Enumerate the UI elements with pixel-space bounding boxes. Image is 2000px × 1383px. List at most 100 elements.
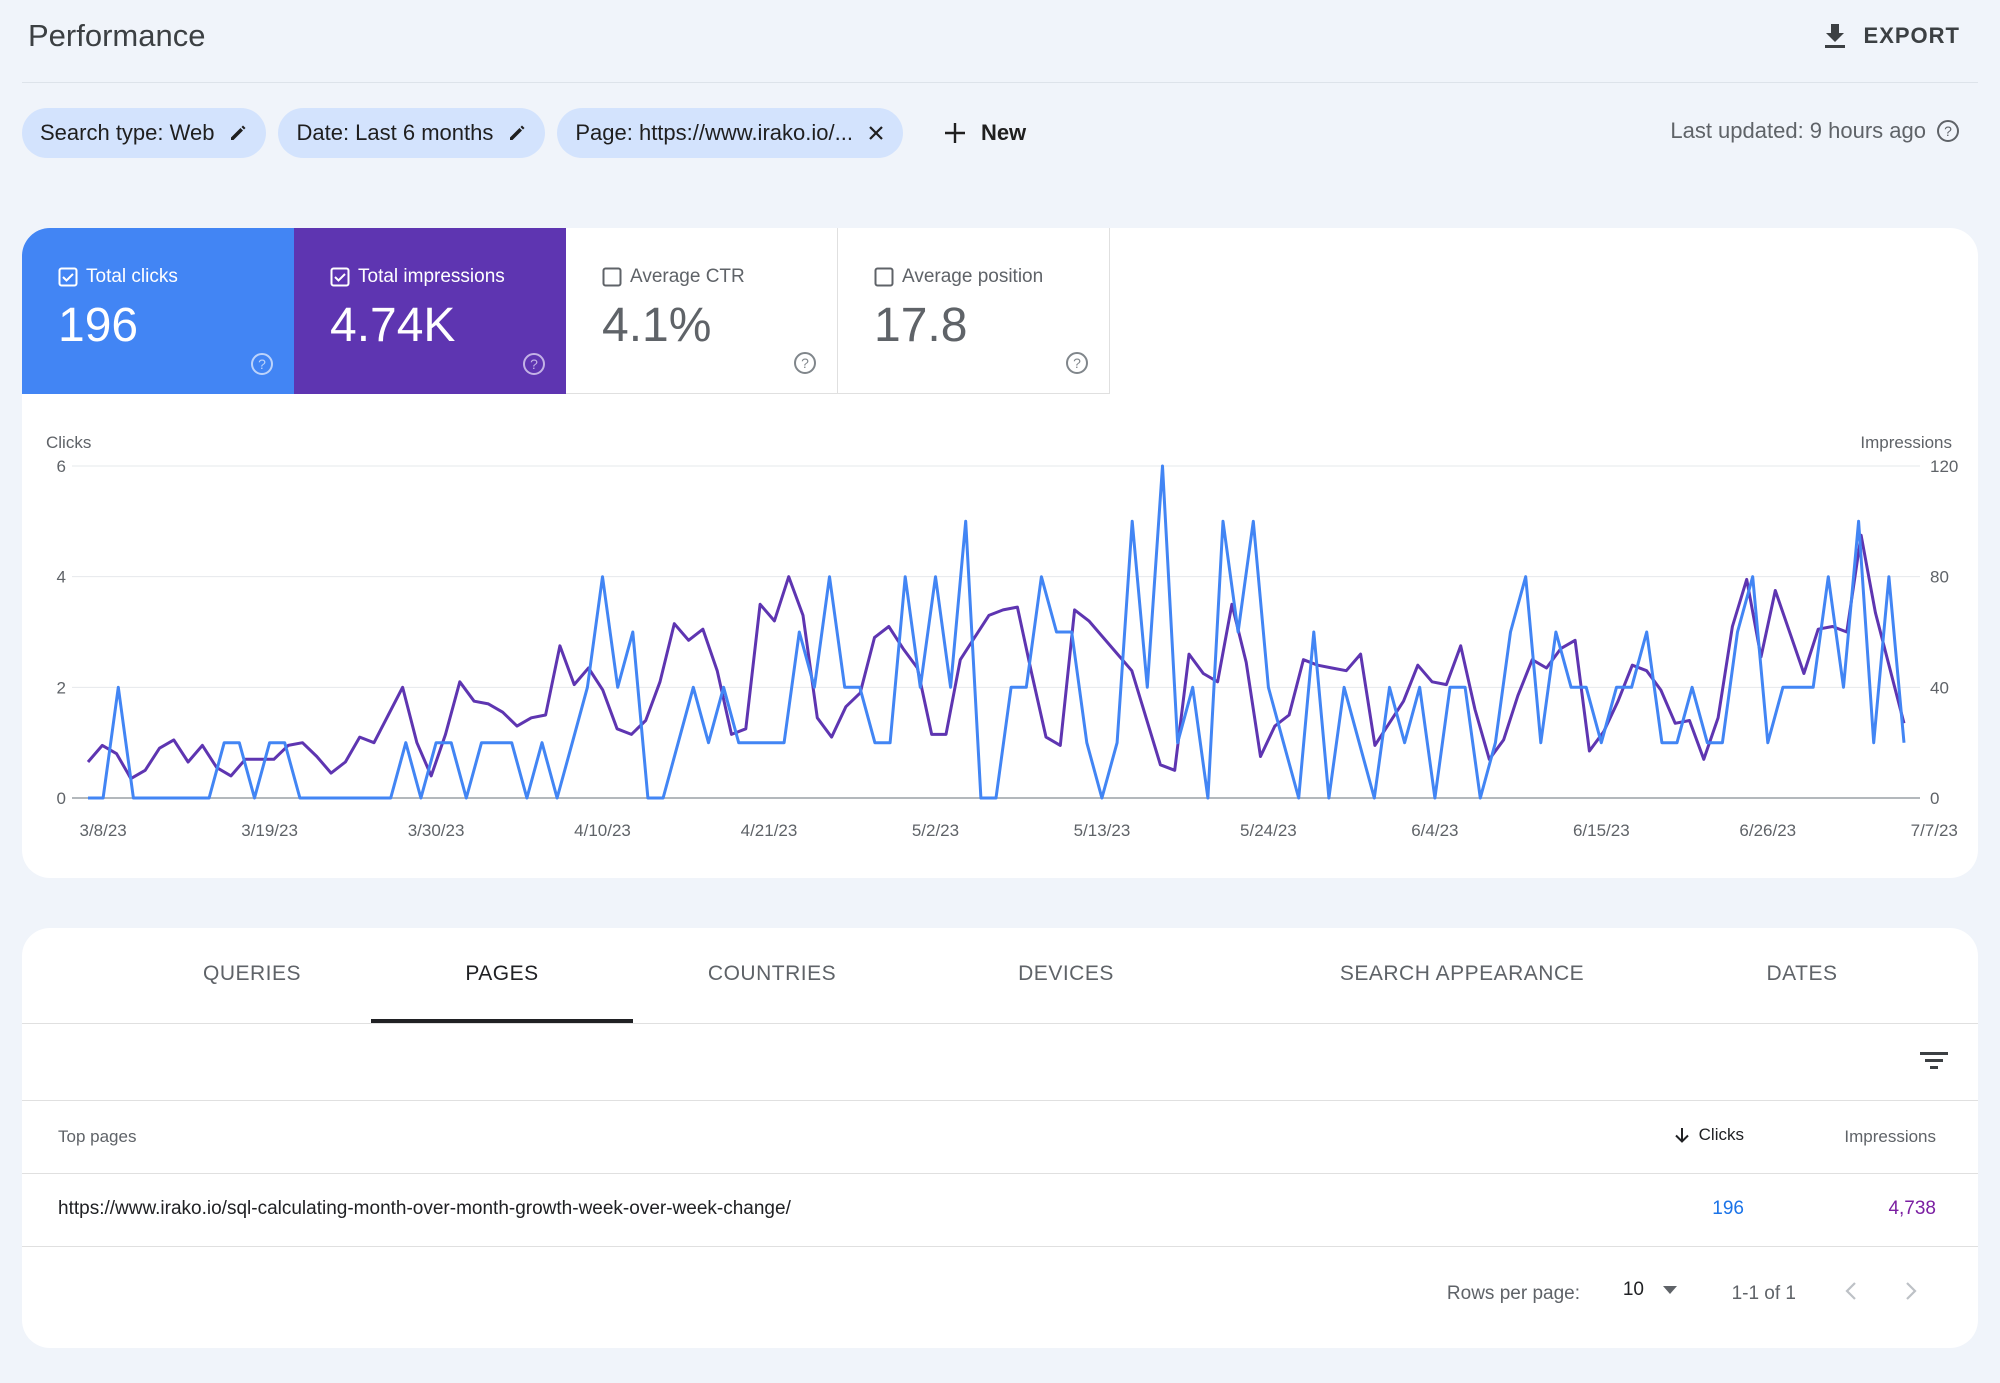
help-icon[interactable]: ? [793, 351, 817, 375]
column-header-clicks[interactable]: Clicks [1673, 1125, 1744, 1145]
help-icon[interactable]: ? [1936, 119, 1960, 143]
tab-countries[interactable]: COUNTRIES [707, 962, 837, 985]
y-tick-label-right: 0 [1930, 789, 1939, 808]
metric-header: Average CTR [602, 266, 745, 288]
checkbox-unchecked-icon[interactable] [602, 267, 622, 287]
rows-per-page-value: 10 [1622, 1279, 1644, 1300]
x-tick-label: 5/13/23 [1074, 821, 1131, 840]
x-tick-label: 6/4/23 [1411, 821, 1458, 840]
svg-text:?: ? [1073, 355, 1081, 371]
page-range: 1-1 of 1 [1731, 1283, 1796, 1304]
download-icon [1824, 24, 1845, 48]
new-filter-button[interactable]: New [933, 108, 1036, 158]
x-tick-label: 6/15/23 [1573, 821, 1630, 840]
svg-text:?: ? [1944, 123, 1952, 139]
chip-label: Page: https://www.irako.io/... [575, 120, 853, 145]
tab-queries[interactable]: QUERIES [202, 962, 302, 985]
filter-chips: Search type: Web Date: Last 6 months Pag… [22, 108, 1036, 158]
table-header: Top pages Clicks Impressions [22, 1101, 1978, 1174]
metric-label: Total clicks [86, 266, 178, 287]
tab-pages[interactable]: PAGES [465, 962, 539, 985]
chip-date[interactable]: Date: Last 6 months [278, 108, 546, 158]
x-tick-label: 7/7/23 [1911, 821, 1958, 840]
export-label: EXPORT [1863, 23, 1960, 48]
x-tick-label: 4/10/23 [574, 821, 631, 840]
page-title: Performance [28, 18, 206, 53]
series-line-impressions [86, 533, 1906, 781]
metric-total-impressions[interactable]: Total impressions 4.74K ? [294, 228, 566, 394]
page-header: Performance EXPORT [0, 0, 2000, 82]
y-tick-label-right: 120 [1930, 457, 1958, 476]
tab-devices[interactable]: DEVICES [1018, 962, 1114, 985]
metric-label: Total impressions [358, 266, 505, 287]
last-updated: Last updated: 9 hours ago ? [1670, 118, 1960, 144]
y-tick-label-left: 2 [57, 678, 66, 697]
performance-chart: Clicks Impressions 0 2 4 6 0 40 80 120 3/8/23 3/19/… [46, 433, 1958, 840]
column-header-impressions[interactable]: Impressions [1844, 1127, 1936, 1146]
x-tick-label: 5/2/23 [912, 821, 959, 840]
rows-per-page-label: Rows per page: [1446, 1283, 1580, 1304]
checkbox-checked-icon[interactable] [330, 267, 350, 287]
filter-icon[interactable] [1918, 1046, 1950, 1076]
chip-label: Search type: Web [40, 120, 215, 145]
active-tab-indicator [371, 1019, 633, 1023]
dropdown-arrow-icon [1663, 1286, 1677, 1294]
help-icon[interactable]: ? [250, 352, 274, 376]
series-line-clicks [88, 464, 1906, 800]
help-icon[interactable]: ? [1065, 351, 1089, 375]
y-tick-label-left: 0 [57, 789, 66, 808]
metric-average-ctr[interactable]: Average CTR 4.1% ? [566, 228, 838, 394]
header-divider [22, 82, 1978, 83]
x-tick-label: 3/8/23 [80, 821, 127, 840]
help-icon[interactable]: ? [522, 352, 546, 376]
y-tick-label-right: 80 [1930, 568, 1949, 587]
page-url[interactable]: https://www.irako.io/sql-calculating-mon… [58, 1198, 791, 1219]
export-button[interactable]: EXPORT [1822, 16, 1960, 56]
previous-page-icon[interactable] [1838, 1277, 1866, 1305]
metric-total-clicks[interactable]: Total clicks 196 ? [22, 228, 294, 394]
table-filter-row [22, 1024, 1978, 1101]
checkbox-checked-icon[interactable] [58, 267, 78, 287]
details-card: QUERIES PAGES COUNTRIES DEVICES SEARCH A… [22, 928, 1978, 1348]
chip-page[interactable]: Page: https://www.irako.io/... [557, 108, 903, 158]
dimension-tabs: QUERIES PAGES COUNTRIES DEVICES SEARCH A… [22, 928, 1978, 1024]
table-row[interactable]: https://www.irako.io/sql-calculating-mon… [22, 1174, 1978, 1247]
checkbox-unchecked-icon[interactable] [874, 267, 894, 287]
svg-text:?: ? [801, 355, 809, 371]
edit-icon[interactable] [507, 123, 527, 143]
metric-header: Average position [874, 266, 1043, 288]
metric-value: 17.8 [874, 299, 968, 352]
close-icon[interactable] [867, 124, 885, 142]
edit-icon[interactable] [228, 123, 248, 143]
tab-search-appearance[interactable]: SEARCH APPEARANCE [1339, 962, 1585, 985]
next-page-icon[interactable] [1896, 1277, 1924, 1305]
metric-label: Average position [902, 266, 1044, 287]
pagination: Rows per page: 10 1-1 of 1 [22, 1247, 1978, 1337]
row-clicks: 196 [1712, 1198, 1744, 1219]
x-tick-label: 3/19/23 [241, 821, 298, 840]
x-tick-label: 5/24/23 [1240, 821, 1297, 840]
metric-header: Total impressions [330, 266, 505, 288]
svg-text:?: ? [258, 356, 266, 372]
column-header-top-pages: Top pages [58, 1127, 137, 1146]
rows-per-page-select[interactable]: 10 [1623, 1279, 1678, 1301]
row-impressions: 4,738 [1888, 1198, 1936, 1219]
chip-search-type[interactable]: Search type: Web [22, 108, 267, 158]
y-tick-label-left: 4 [57, 568, 66, 587]
metric-header: Total clicks [58, 266, 178, 288]
tab-dates[interactable]: DATES [1766, 962, 1838, 985]
arrow-down-icon [1674, 1128, 1689, 1143]
x-tick-label: 4/21/23 [741, 821, 798, 840]
column-header-label: Clicks [1698, 1125, 1744, 1144]
last-updated-text: Last updated: 9 hours ago [1670, 118, 1926, 143]
y-axis-title-right: Impressions [1860, 433, 1952, 452]
metric-average-position[interactable]: Average position 17.8 ? [838, 228, 1110, 394]
plus-icon [944, 123, 965, 143]
metric-label: Average CTR [630, 266, 745, 287]
metric-value: 196 [58, 299, 139, 352]
x-tick-label: 6/26/23 [1739, 821, 1796, 840]
new-filter-label: New [980, 120, 1027, 145]
svg-text:?: ? [530, 356, 538, 372]
x-tick-label: 3/30/23 [408, 821, 465, 840]
metric-tiles: Total clicks 196 ? Total impressions 4.7… [22, 228, 1110, 394]
